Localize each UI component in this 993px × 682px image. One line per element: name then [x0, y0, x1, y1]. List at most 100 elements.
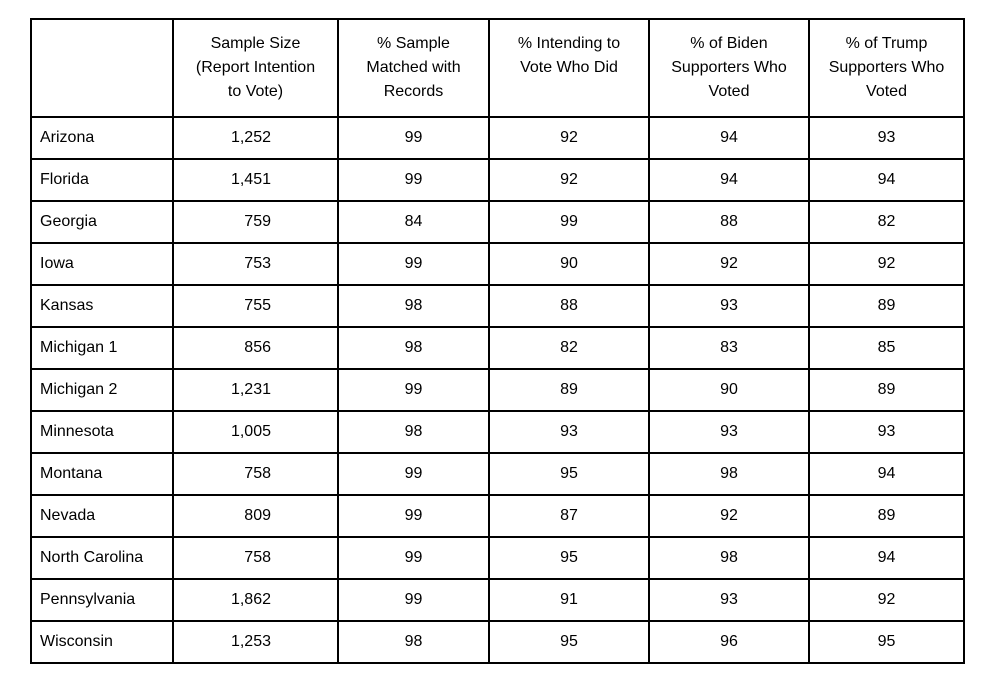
pct-trump-voted-cell: 93: [808, 410, 965, 454]
pct-biden-voted-cell: 92: [648, 494, 810, 538]
pct-trump-voted-cell: 85: [808, 326, 965, 370]
header-text-line: [490, 80, 648, 104]
pct-matched-cell: 99: [337, 494, 490, 538]
state-cell: Nevada: [30, 494, 174, 538]
header-text-line: Voted: [866, 83, 907, 100]
pct-intending-voted-cell: 92: [488, 158, 650, 202]
header-text-line: Records: [383, 83, 444, 100]
sample-size-cell: 1,252: [172, 116, 339, 160]
pct-trump-voted-cell: 95: [808, 620, 965, 664]
pct-trump-voted-cell: 92: [808, 242, 965, 286]
pct-matched-cell: 98: [337, 326, 490, 370]
header-text-line: % Sample: [377, 35, 450, 52]
pct-intending-voted-cell: 91: [488, 578, 650, 622]
pct-intending-voted-cell: 87: [488, 494, 650, 538]
header-pct-intending-voted: % Intending to Vote Who Did: [488, 18, 650, 118]
header-text-line: (Report Intention: [195, 59, 316, 76]
header-text-line: % of Trump: [845, 35, 928, 52]
header-text-line: Matched with: [366, 59, 461, 76]
pct-trump-voted-cell: 89: [808, 368, 965, 412]
sample-size-cell: 759: [172, 200, 339, 244]
state-cell: Minnesota: [30, 410, 174, 454]
sample-size-cell: 753: [172, 242, 339, 286]
table-row: North Carolina 758 99 95 98 94: [30, 536, 965, 580]
pct-biden-voted-cell: 93: [648, 410, 810, 454]
pct-matched-cell: 99: [337, 452, 490, 496]
pct-intending-voted-cell: 92: [488, 116, 650, 160]
sample-size-cell: 1,005: [172, 410, 339, 454]
pct-matched-cell: 98: [337, 410, 490, 454]
header-text-line: Supporters Who: [828, 59, 945, 76]
pct-trump-voted-cell: 93: [808, 116, 965, 160]
pct-matched-cell: 99: [337, 368, 490, 412]
state-cell: Georgia: [30, 200, 174, 244]
pct-biden-voted-cell: 92: [648, 242, 810, 286]
pct-biden-voted-cell: 83: [648, 326, 810, 370]
pct-matched-cell: 99: [337, 536, 490, 580]
header-state: [30, 18, 174, 118]
voting-data-table: Sample Size (Report Intention to Vote) % Sa…: [30, 18, 965, 664]
header-text-line: % of Biden: [690, 35, 768, 52]
pct-intending-voted-cell: 95: [488, 620, 650, 664]
pct-intending-voted-cell: 82: [488, 326, 650, 370]
pct-trump-voted-cell: 92: [808, 578, 965, 622]
table-row: Michigan 1 856 98 82 83 85: [30, 326, 965, 370]
pct-trump-voted-cell: 82: [808, 200, 965, 244]
header-text-line: % Intending to: [517, 35, 621, 52]
table-row: Montana 758 99 95 98 94: [30, 452, 965, 496]
sample-size-cell: 758: [172, 452, 339, 496]
pct-matched-cell: 99: [337, 242, 490, 286]
pct-matched-cell: 84: [337, 200, 490, 244]
pct-biden-voted-cell: 94: [648, 158, 810, 202]
table-row: Wisconsin 1,253 98 95 96 95: [30, 620, 965, 664]
table-row: Kansas 755 98 88 93 89: [30, 284, 965, 328]
header-text-line: Voted: [708, 83, 750, 100]
pct-biden-voted-cell: 96: [648, 620, 810, 664]
state-cell: Michigan 2: [30, 368, 174, 412]
table-body: Arizona 1,252 99 92 94 93 Florida 1,451 99 92 94 94…: [30, 116, 965, 664]
sample-size-cell: 755: [172, 284, 339, 328]
pct-intending-voted-cell: 93: [488, 410, 650, 454]
table-row: Iowa 753 99 90 92 92: [30, 242, 965, 286]
pct-trump-voted-cell: 89: [808, 284, 965, 328]
state-cell: Kansas: [30, 284, 174, 328]
pct-matched-cell: 99: [337, 158, 490, 202]
table-header: Sample Size (Report Intention to Vote) % Sa…: [30, 18, 965, 118]
pct-matched-cell: 99: [337, 116, 490, 160]
pct-intending-voted-cell: 88: [488, 284, 650, 328]
table-row: Arizona 1,252 99 92 94 93: [30, 116, 965, 160]
table-row: Georgia 759 84 99 88 82: [30, 200, 965, 244]
sample-size-cell: 1,862: [172, 578, 339, 622]
state-cell: Pennsylvania: [30, 578, 174, 622]
header-text-line: Sample Size: [210, 35, 301, 52]
header-sample-size: Sample Size (Report Intention to Vote): [172, 18, 339, 118]
table-row: Michigan 2 1,231 99 89 90 89: [30, 368, 965, 412]
pct-trump-voted-cell: 94: [808, 452, 965, 496]
table-row: Minnesota 1,005 98 93 93 93: [30, 410, 965, 454]
state-cell: Michigan 1: [30, 326, 174, 370]
sample-size-cell: 809: [172, 494, 339, 538]
pct-intending-voted-cell: 95: [488, 536, 650, 580]
pct-biden-voted-cell: 98: [648, 536, 810, 580]
pct-biden-voted-cell: 93: [648, 284, 810, 328]
pct-intending-voted-cell: 90: [488, 242, 650, 286]
state-cell: North Carolina: [30, 536, 174, 580]
pct-matched-cell: 98: [337, 620, 490, 664]
header-row: Sample Size (Report Intention to Vote) % Sa…: [30, 18, 965, 118]
header-pct-trump-voted: % of Trump Supporters Who Voted: [808, 18, 965, 118]
pct-biden-voted-cell: 94: [648, 116, 810, 160]
state-cell: Arizona: [30, 116, 174, 160]
pct-trump-voted-cell: 94: [808, 536, 965, 580]
pct-trump-voted-cell: 94: [808, 158, 965, 202]
sample-size-cell: 1,253: [172, 620, 339, 664]
state-cell: Florida: [30, 158, 174, 202]
pct-biden-voted-cell: 90: [648, 368, 810, 412]
table-row: Pennsylvania 1,862 99 91 93 92: [30, 578, 965, 622]
table-row: Nevada 809 99 87 92 89: [30, 494, 965, 538]
pct-intending-voted-cell: 89: [488, 368, 650, 412]
header-text-line: Vote Who Did: [520, 59, 618, 76]
pct-matched-cell: 98: [337, 284, 490, 328]
pct-biden-voted-cell: 98: [648, 452, 810, 496]
pct-matched-cell: 99: [337, 578, 490, 622]
state-cell: Iowa: [30, 242, 174, 286]
